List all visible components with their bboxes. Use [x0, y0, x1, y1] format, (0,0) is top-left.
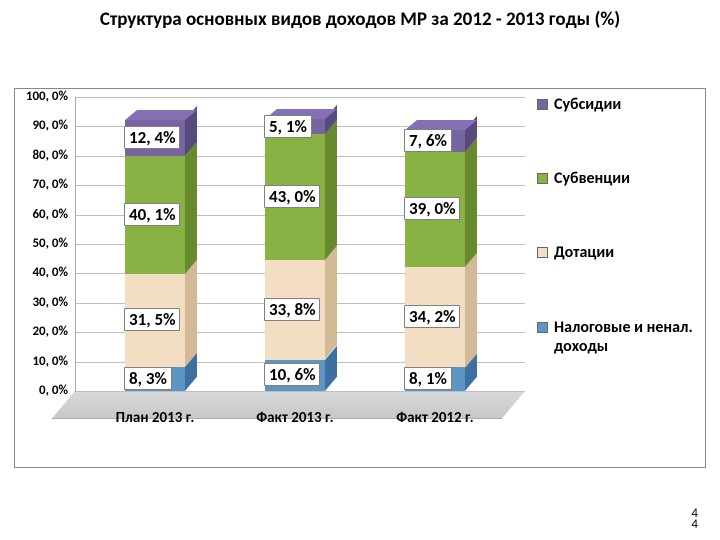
bar-segment-side — [465, 252, 477, 367]
data-label: 31, 5% — [124, 308, 180, 331]
y-tick-label: 0, 0% — [18, 383, 68, 398]
title-text: Структура основных видов доходов МР за 2… — [100, 8, 620, 31]
y-tick-label: 90, 0% — [18, 118, 68, 133]
legend-label: Субсидии — [554, 95, 621, 114]
data-label: 39, 0% — [404, 197, 460, 220]
gridline — [76, 97, 525, 98]
bar-segment-side — [185, 260, 197, 367]
category-label: Факт 2013 г. — [225, 409, 365, 427]
data-label: 43, 0% — [264, 185, 320, 208]
y-tick-label: 100, 0% — [18, 89, 68, 104]
legend-item: Налоговые и ненал. доходы — [537, 318, 697, 356]
data-label: 7, 6% — [404, 129, 452, 152]
legend-item: Субвенции — [537, 169, 697, 188]
data-label: 34, 2% — [404, 305, 460, 328]
y-tick-label: 20, 0% — [18, 324, 68, 339]
gridline — [76, 391, 525, 392]
y-tick-label: 70, 0% — [18, 177, 68, 192]
category-label: Факт 2012 г. — [365, 409, 505, 427]
legend-label: Субвенции — [554, 169, 630, 188]
data-label: 12, 4% — [124, 126, 180, 149]
y-tick-label: 10, 0% — [18, 354, 68, 369]
legend-swatch — [537, 247, 548, 258]
y-tick-label: 60, 0% — [18, 207, 68, 222]
legend-swatch — [537, 173, 548, 184]
legend-swatch — [537, 99, 548, 110]
data-label: 8, 1% — [404, 367, 452, 390]
y-tick-label: 30, 0% — [18, 295, 68, 310]
y-tick-label: 80, 0% — [18, 148, 68, 163]
category-label: План 2013 г. — [85, 409, 225, 427]
data-label: 40, 1% — [124, 203, 180, 226]
data-label: 10, 6% — [264, 363, 320, 386]
y-tick-label: 50, 0% — [18, 236, 68, 251]
chart-title: Структура основных видов доходов МР за 2… — [12, 8, 708, 31]
data-label: 8, 3% — [124, 367, 172, 390]
page-number: 4 4 — [691, 508, 698, 530]
plot-area: 0, 0%10, 0%20, 0%30, 0%40, 0%50, 0%60, 0… — [75, 97, 525, 419]
legend-label: Дотации — [554, 243, 614, 262]
legend: Субсидии Субвенции Дотации Налоговые и нена… — [537, 95, 697, 411]
chart-area: 0, 0% 10, 0% 20, 0% 30, 0% 40, 0% 50, 0% 60, 0… — [14, 88, 706, 468]
bar-segment-side — [185, 142, 197, 274]
bar-segment-side — [465, 138, 477, 267]
bar-segment-side — [325, 120, 337, 261]
legend-item: Дотации — [537, 243, 697, 262]
bar-top — [125, 110, 197, 120]
data-label: 33, 8% — [264, 298, 320, 321]
y-tick-label: 40, 0% — [18, 265, 68, 280]
data-label: 5, 1% — [264, 115, 312, 138]
legend-label: Налоговые и ненал. доходы — [554, 318, 697, 356]
legend-item: Субсидии — [537, 95, 697, 114]
bar-segment-side — [325, 246, 337, 360]
legend-swatch — [537, 322, 548, 333]
